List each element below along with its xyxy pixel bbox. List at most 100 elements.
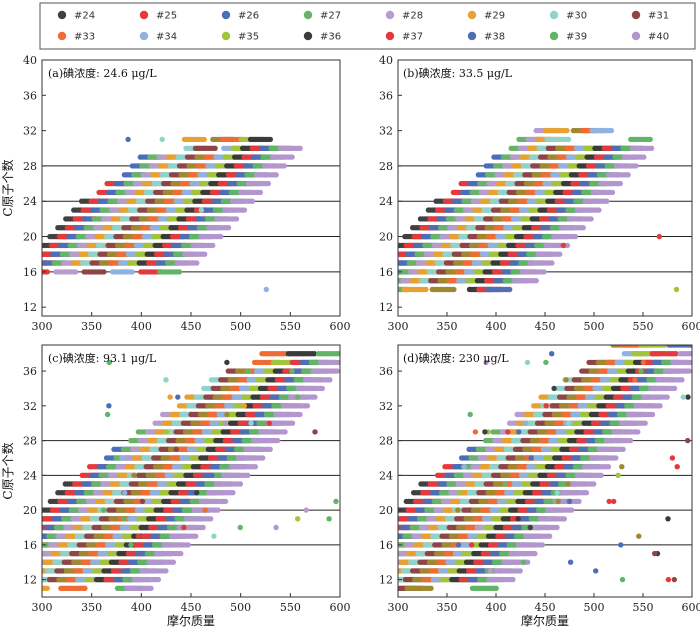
plot-frame [41, 59, 341, 317]
data-point [297, 145, 303, 151]
data-point [101, 269, 107, 275]
legend-marker [303, 31, 313, 41]
data-point [201, 136, 207, 143]
legend-item: #37 [385, 31, 423, 43]
legend-label: #28 [402, 11, 423, 22]
legend-label: #25 [156, 11, 177, 22]
data-point [281, 163, 287, 169]
data-point [387, 252, 392, 257]
data-point [373, 269, 378, 274]
legend-marker [549, 31, 559, 41]
legend-box [39, 2, 696, 50]
legend-label: #37 [402, 32, 423, 43]
data-point [210, 242, 216, 249]
x-tick-label: 300 [32, 320, 53, 333]
data-point [249, 198, 256, 204]
legend-item: #36 [303, 31, 341, 43]
legend-label: #24 [74, 11, 95, 22]
data-point [608, 127, 615, 134]
data-point [385, 287, 390, 292]
legend-item: #39 [549, 31, 587, 43]
panel-1: 300 350 400 450 500 550 6001216202428323640(b)… [365, 54, 700, 333]
y-tick-label: 40 [23, 54, 37, 67]
data-point [380, 287, 385, 292]
data-point [257, 189, 263, 196]
data-point [233, 216, 240, 222]
data-point [202, 251, 208, 257]
data-point [507, 286, 513, 293]
data-point [31, 252, 36, 257]
legend-item: #28 [385, 11, 423, 22]
data-point [369, 278, 374, 283]
data-point [392, 287, 397, 292]
legend-label: #29 [484, 11, 505, 22]
data-point [365, 278, 370, 283]
legend-item: #34 [139, 31, 177, 43]
x-tick-label: 450 [181, 320, 202, 333]
outlier-point [198, 207, 204, 213]
data-point [273, 172, 279, 178]
legend-item: #26 [221, 11, 259, 22]
legend-label: #34 [156, 32, 177, 43]
data-point [371, 269, 376, 274]
legend-item: #38 [467, 31, 505, 43]
panel-0: 300 350 400 450 500 550 6001216202428323640(a)… [0, 54, 351, 333]
legend-item: #33 [57, 32, 95, 43]
data-point [391, 287, 396, 292]
legend-marker [57, 10, 67, 20]
outlier-point [125, 136, 131, 143]
data-point [44, 269, 50, 275]
data-point [176, 269, 183, 275]
outlier-point [159, 136, 165, 143]
legend-item: #24 [57, 10, 95, 22]
legend-label: #38 [484, 32, 505, 43]
legend-marker [139, 10, 149, 20]
panels: 300 350 400 450 500 550 6001216202428323640(a)… [0, 54, 700, 627]
data-point [241, 207, 248, 213]
legend-marker [303, 10, 313, 20]
data-point [374, 287, 379, 292]
data-point [565, 136, 572, 143]
legend-item: #30 [549, 11, 587, 22]
legend-label: #31 [648, 11, 669, 22]
x-tick-label: 400 [131, 320, 152, 333]
legend-label: #27 [320, 11, 341, 22]
y-tick-label: 28 [23, 160, 37, 173]
legend-label: #33 [74, 32, 95, 43]
data-point [564, 127, 570, 134]
y-tick-label: 24 [23, 195, 37, 208]
legend-item: #31 [631, 10, 669, 22]
legend-label: #30 [566, 11, 587, 22]
data-point [385, 287, 390, 292]
data-point [392, 269, 397, 274]
y-axis-label: C原子个数 [0, 159, 15, 216]
legend-item: #29 [467, 10, 505, 22]
legend-marker [467, 10, 477, 20]
legend-marker [385, 31, 395, 41]
outlier-point [263, 286, 269, 293]
data-point [398, 252, 399, 256]
legend-item: #40 [631, 32, 669, 43]
scatter-points [365, 127, 680, 293]
data-point [451, 286, 457, 293]
legend-marker [631, 10, 641, 20]
data-point [392, 260, 397, 265]
legend-marker [467, 31, 477, 41]
data-point [391, 252, 396, 257]
data-point [217, 233, 224, 240]
data-point [267, 136, 273, 143]
y-tick-label: 16 [23, 266, 37, 279]
legend-marker [139, 31, 149, 41]
x-tick-label: 350 [81, 320, 102, 333]
data-point [389, 287, 394, 292]
data-point [367, 278, 372, 283]
legend-label: #35 [238, 32, 259, 43]
data-point [382, 287, 387, 292]
data-point [265, 180, 271, 187]
data-point [72, 269, 79, 275]
data-point [378, 287, 383, 292]
legend-item: #27 [303, 10, 341, 22]
data-point [194, 260, 200, 266]
legend-label: #40 [648, 32, 669, 43]
